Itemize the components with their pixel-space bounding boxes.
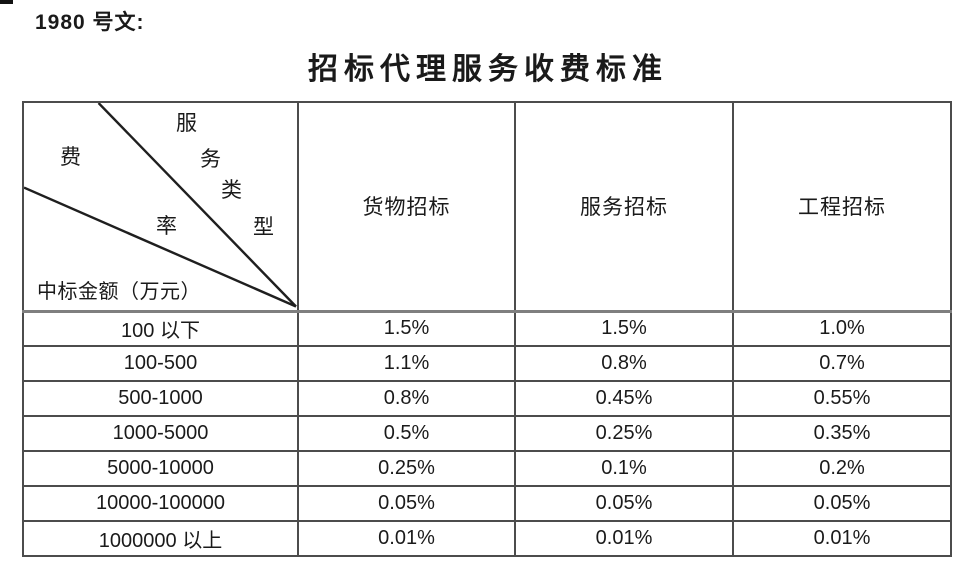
page-title: 招标代理服务收费标准 xyxy=(308,53,668,86)
rate-cell: 0.5% xyxy=(297,415,516,452)
doc-number: 1980 号文: xyxy=(35,11,145,34)
table-header-row: 服 务 类 型 费 率 中标金额（万元） 货物招标 服务招标 工程招标 xyxy=(22,101,952,313)
rate-cell: 0.05% xyxy=(514,485,734,522)
table-row: 100-500 1.1% 0.8% 0.7% xyxy=(22,345,952,382)
header-type-char: 服 xyxy=(176,111,198,135)
column-header-goods: 货物招标 xyxy=(297,101,516,313)
rate-cell: 0.7% xyxy=(732,345,952,382)
amount-cell: 500-1000 xyxy=(22,380,299,417)
rate-cell: 1.5% xyxy=(297,310,516,347)
table-row: 1000-5000 0.5% 0.25% 0.35% xyxy=(22,415,952,452)
table-body: 100 以下 1.5% 1.5% 1.0% 100-500 1.1% 0.8% 0.7% 500… xyxy=(22,310,952,557)
rate-cell: 0.45% xyxy=(514,380,734,417)
table-row: 10000-100000 0.05% 0.05% 0.05% xyxy=(22,485,952,522)
header-rate-char: 率 xyxy=(156,214,178,238)
rate-cell: 0.25% xyxy=(297,450,516,487)
rate-cell: 0.55% xyxy=(732,380,952,417)
column-header-engineering: 工程招标 xyxy=(732,101,952,313)
page-corner-mark xyxy=(0,0,13,4)
amount-cell: 1000000 以上 xyxy=(22,520,299,557)
rate-cell: 0.1% xyxy=(514,450,734,487)
rate-cell: 0.05% xyxy=(297,485,516,522)
header-rate-char: 费 xyxy=(60,145,82,169)
amount-cell: 100 以下 xyxy=(22,310,299,347)
fee-standard-table: 服 务 类 型 费 率 中标金额（万元） 货物招标 服务招标 工程招标 100 … xyxy=(22,101,952,557)
header-type-char: 类 xyxy=(221,178,243,202)
rate-cell: 0.8% xyxy=(514,345,734,382)
diagonal-divider-lines xyxy=(24,103,297,308)
amount-cell: 10000-100000 xyxy=(22,485,299,522)
column-header-services: 服务招标 xyxy=(514,101,734,313)
header-amount-label: 中标金额（万元） xyxy=(37,281,201,303)
rate-cell: 0.05% xyxy=(732,485,952,522)
rate-cell: 1.0% xyxy=(732,310,952,347)
rate-cell: 0.01% xyxy=(297,520,516,557)
amount-cell: 5000-10000 xyxy=(22,450,299,487)
table-row: 100 以下 1.5% 1.5% 1.0% xyxy=(22,310,952,347)
amount-cell: 1000-5000 xyxy=(22,415,299,452)
diagonal-header-cell: 服 务 类 型 费 率 中标金额（万元） xyxy=(22,101,299,313)
table-row: 1000000 以上 0.01% 0.01% 0.01% xyxy=(22,520,952,557)
rate-cell: 0.2% xyxy=(732,450,952,487)
table-row: 5000-10000 0.25% 0.1% 0.2% xyxy=(22,450,952,487)
rate-cell: 0.8% xyxy=(297,380,516,417)
rate-cell: 1.1% xyxy=(297,345,516,382)
rate-cell: 1.5% xyxy=(514,310,734,347)
rate-cell: 0.01% xyxy=(514,520,734,557)
rate-cell: 0.01% xyxy=(732,520,952,557)
table-row: 500-1000 0.8% 0.45% 0.55% xyxy=(22,380,952,417)
amount-cell: 100-500 xyxy=(22,345,299,382)
rate-cell: 0.35% xyxy=(732,415,952,452)
header-type-char: 型 xyxy=(253,215,275,239)
header-type-char: 务 xyxy=(200,147,222,171)
rate-cell: 0.25% xyxy=(514,415,734,452)
